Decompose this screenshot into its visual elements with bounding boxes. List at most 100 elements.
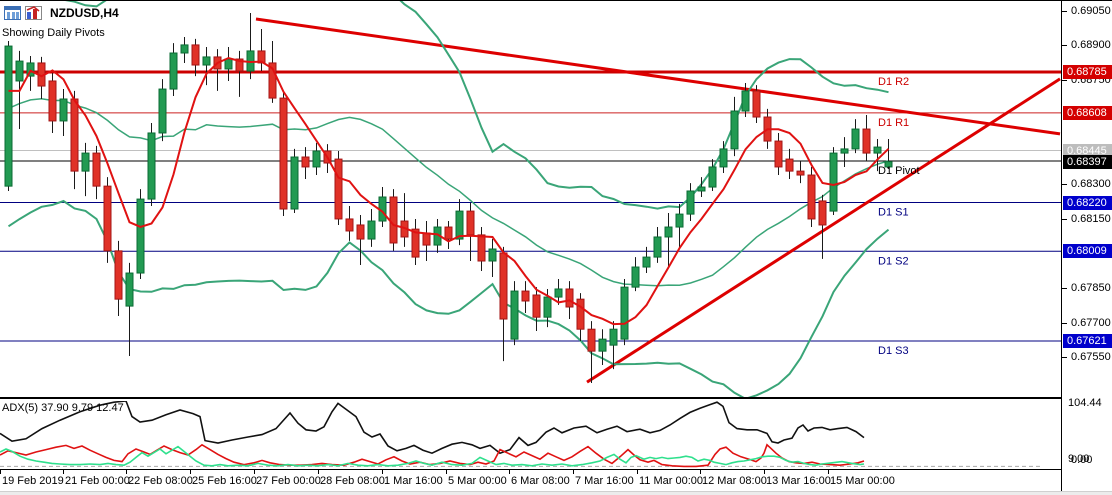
candle-body	[697, 186, 706, 192]
time-axis-tick	[190, 470, 191, 474]
candle-body	[411, 228, 420, 258]
candle-body	[334, 158, 343, 220]
adx-indicator-label: ADX(5) 37.90 9.79 12.47	[2, 402, 124, 414]
time-axis-label: 28 Feb 08:00	[320, 475, 385, 487]
candle-body	[48, 80, 57, 122]
candle-body	[444, 226, 453, 240]
candle-body	[587, 328, 596, 352]
candle-body	[741, 90, 750, 112]
time-axis-label: 25 Feb 16:00	[192, 475, 257, 487]
bottom-strip	[0, 491, 1112, 495]
price-axis-tick: 0.68150	[1062, 212, 1111, 226]
time-axis[interactable]: 19 Feb 2019 21 Feb 00:00 22 Feb 08:00 25 Fe…	[0, 470, 1061, 491]
candle-body	[873, 146, 882, 154]
candle-body	[730, 110, 739, 150]
candle-body	[59, 98, 68, 122]
candle-body	[114, 250, 123, 300]
candle-body	[631, 266, 640, 288]
candle-body	[4, 45, 13, 187]
pivot-label-d1-s2: D1 S2	[878, 255, 909, 267]
candle-body	[565, 288, 574, 308]
price-axis-tick: 0.67850	[1062, 281, 1111, 295]
candle-body	[818, 200, 827, 226]
candle-body	[389, 196, 398, 244]
price-axis[interactable]: 104.44 9.00 0.00 0.69050 0.68900 0.68750 0.…	[1061, 1, 1112, 491]
chart-comment-text: Showing Daily Pivots	[2, 27, 105, 39]
adx-plus-di-line	[0, 443, 865, 468]
candle-body	[180, 44, 189, 54]
candle-body	[642, 256, 651, 268]
candle-body	[367, 220, 376, 240]
price-axis-tick: 0.69050	[1062, 4, 1111, 18]
adx-minus-di-line	[0, 445, 865, 467]
trendline-ascending[interactable]	[586, 77, 1061, 384]
candle-body	[829, 152, 838, 212]
trendline-descending[interactable]	[255, 17, 1061, 136]
pivot-label-d1-s1: D1 S1	[878, 207, 909, 219]
time-axis-label: 13 Mar 16:00	[766, 475, 831, 487]
candle-body	[620, 286, 629, 340]
time-axis-tick	[254, 470, 255, 474]
candle-body	[202, 56, 211, 66]
candle-body	[158, 88, 167, 134]
adx-scale-min-overlap: 9.00	[1068, 453, 1090, 465]
candle-body	[26, 62, 35, 77]
time-axis-label: 11 Mar 00:00	[639, 475, 704, 487]
price-level-badge: 0.68445	[1063, 143, 1112, 158]
time-axis-label: 7 Mar 16:00	[575, 475, 634, 487]
time-axis-tick	[382, 470, 383, 474]
time-axis-tick	[0, 470, 1, 474]
time-axis-label: 15 Mar 00:00	[830, 475, 895, 487]
price-axis-tick: 0.67550	[1062, 350, 1111, 364]
candle-body	[862, 128, 871, 154]
candle-body	[268, 62, 277, 99]
candle-body	[576, 298, 585, 330]
candle-body	[136, 198, 145, 274]
candle-body	[664, 226, 673, 238]
adx-indicator-canvas[interactable]	[0, 401, 1061, 469]
time-axis-label: 21 Feb 00:00	[65, 475, 130, 487]
candle-body	[653, 236, 662, 258]
price-level-badge: 0.68397	[1063, 154, 1112, 169]
candle-body	[807, 174, 816, 220]
adx-main-line	[0, 401, 865, 455]
candle-body	[103, 185, 112, 252]
candle-body	[191, 44, 200, 66]
price-level-badge: 0.68009	[1063, 244, 1112, 259]
candle-body	[598, 338, 607, 352]
adx-indicator-pane[interactable]: ADX(5) 37.90 9.79 12.47	[0, 401, 1061, 470]
candle-body	[422, 232, 431, 246]
pivot-label-d1-r1: D1 R1	[878, 117, 909, 129]
candle-body	[125, 272, 134, 307]
price-axis-tick: 0.67700	[1062, 316, 1111, 330]
price-level-badge: 0.68785	[1063, 64, 1112, 79]
adx-scale-min: 0.00	[1071, 454, 1093, 466]
candle-body	[70, 98, 79, 172]
candle-body	[532, 294, 541, 318]
time-axis-label: 1 Mar 16:00	[384, 475, 443, 487]
price-axis-tick: 0.68300	[1062, 177, 1111, 191]
price-axis-tick: 0.68900	[1062, 38, 1111, 52]
price-chart-canvas[interactable]: D1 R2 D1 R1 D1 Pivot D1 S1 D1 S2 D1 S3	[0, 1, 1061, 397]
indicator-chart-icon	[25, 6, 42, 20]
candle-body	[224, 58, 233, 70]
price-level-badge: 0.68608	[1063, 105, 1112, 120]
pivot-label-d1-r2: D1 R2	[878, 76, 909, 88]
candle-body	[774, 140, 783, 168]
candle-body	[312, 150, 321, 168]
candle-body	[455, 210, 464, 240]
price-level-badge: 0.67621	[1063, 333, 1112, 348]
candle-body	[851, 128, 860, 150]
candle-body	[543, 296, 552, 318]
time-axis-label: 12 Mar 08:00	[702, 475, 767, 487]
price-chart-pane[interactable]: D1 R2 D1 R1 D1 Pivot D1 S1 D1 S2 D1 S3 NZDUSD…	[0, 1, 1061, 399]
candle-body	[675, 213, 684, 228]
time-axis-tick	[446, 470, 447, 474]
candle-body	[290, 156, 299, 210]
candle-body	[609, 328, 618, 346]
candle-body	[15, 60, 24, 82]
chart-symbol-title: NZDUSD,H4	[50, 6, 119, 20]
time-axis-tick	[828, 470, 829, 474]
candles-layer	[4, 13, 893, 384]
